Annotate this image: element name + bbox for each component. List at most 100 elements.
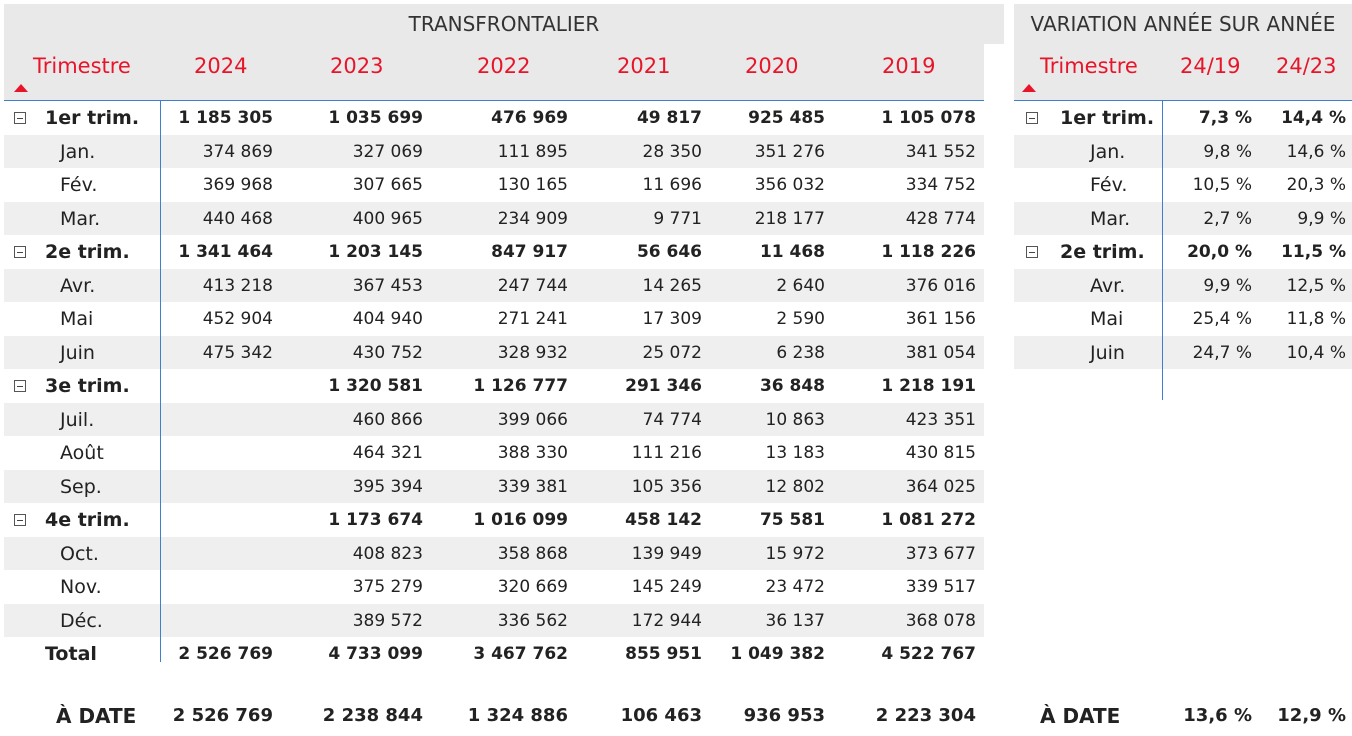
table-row: Août 464 321 388 330 111 216 13 183 430 815 [4,436,984,469]
column-header-2022[interactable]: 2022 [477,54,531,78]
table-cell: 25,4 % [1192,309,1252,329]
table-cell: 7,3 % [1198,108,1252,128]
total-row: Total 2 526 769 4 733 099 3 467 762 855 951 1… [4,637,984,670]
column-header-2021[interactable]: 2021 [617,54,671,78]
collapse-minus-icon[interactable] [1026,246,1038,258]
collapse-minus-icon[interactable] [14,380,26,392]
table-cell: 1 118 226 [881,242,976,262]
table-cell: 320 669 [497,577,568,597]
table-cell: 234 909 [497,208,568,229]
left-title-text: TRANSFRONTALIER [408,12,600,36]
row-header-divider [1162,101,1163,400]
table-cell [153,570,273,603]
table-cell: 25 072 [642,342,702,363]
quarter-label: 2e trim. [1060,241,1145,263]
table-cell: 368 078 [905,610,976,631]
left-table-header: Trimestre 2024 2023 2022 2021 2020 2019 [4,44,984,101]
column-header-2020[interactable]: 2020 [745,54,799,78]
table-cell: 1 218 191 [881,376,976,396]
table-cell: 367 453 [352,275,423,296]
a-date-cell: 2 526 769 [172,705,273,726]
table-row: Mar. 2,7 % 9,9 % [1014,201,1352,235]
month-label: Sep. [60,475,102,498]
table-cell: 14 265 [642,275,702,296]
column-header-trimestre-variation[interactable]: Trimestre [1040,54,1138,78]
sort-ascending-icon[interactable] [14,84,28,92]
column-header-24-23[interactable]: 24/23 [1276,54,1337,78]
month-label: Juil. [60,408,95,431]
quarter-label: 4e trim. [45,509,130,531]
month-label: Juin [1090,341,1125,364]
table-cell: 452 904 [202,309,273,329]
month-label: Fév. [1090,174,1128,196]
month-label: Jan. [60,140,96,163]
table-cell: 1 185 305 [178,108,273,128]
month-label: Jan. [1090,140,1126,163]
table-cell: 172 944 [631,610,702,631]
month-label: Mai [1090,308,1124,330]
sort-ascending-icon[interactable] [1022,84,1036,92]
table-cell: 847 917 [491,242,568,262]
table-cell: 12,5 % [1286,275,1346,296]
table-cell: 10,5 % [1192,175,1252,195]
column-header-2024[interactable]: 2024 [194,54,248,78]
table-row: Oct. 408 823 358 868 139 949 15 972 373 677 [4,536,984,570]
table-cell [153,503,273,536]
table-row: Mai 452 904 404 940 271 241 17 309 2 590 361 1… [4,302,984,335]
month-label: Avr. [60,274,96,297]
table-cell: 328 932 [497,342,568,363]
a-date-cell: 106 463 [620,705,702,726]
column-header-2023[interactable]: 2023 [330,54,384,78]
table-cell: 14,4 % [1281,108,1346,128]
column-header-24-19[interactable]: 24/19 [1180,54,1241,78]
table-cell: 36 137 [765,610,825,631]
table-cell: 925 485 [748,108,825,128]
table-cell: 423 351 [905,409,976,430]
table-cell [153,604,273,637]
total-cell: 2 526 769 [178,644,273,664]
table-cell: 1 081 272 [881,510,976,530]
quarter-row: 2e trim. 1 341 464 1 203 145 847 917 56 646 1… [4,235,984,268]
table-row: Mai 25,4 % 11,8 % [1014,302,1352,335]
table-cell: 351 276 [754,141,825,162]
table-cell: 271 241 [497,309,568,329]
table-cell: 1 320 581 [328,376,423,396]
table-cell: 2,7 % [1203,208,1252,229]
table-cell: 1 203 145 [328,242,423,262]
table-cell: 373 677 [905,543,976,564]
collapse-minus-icon[interactable] [14,112,26,124]
table-cell: 400 965 [352,208,423,229]
table-title-transfrontalier: TRANSFRONTALIER [4,4,1004,44]
table-cell: 74 774 [642,409,702,430]
month-label: Nov. [60,576,102,598]
table-cell: 334 752 [905,175,976,195]
table-cell: 9 771 [653,208,702,229]
table-cell: 13 183 [765,443,825,463]
table-cell: 291 346 [625,376,702,396]
table-cell: 2 640 [776,275,825,296]
table-cell [153,403,273,436]
quarter-label: 1er trim. [45,107,140,129]
table-cell: 111 895 [497,141,568,162]
table-row: Juin 475 342 430 752 328 932 25 072 6 238 381 … [4,335,984,369]
quarter-row: 4e trim. 1 173 674 1 016 099 458 142 75 581 1… [4,503,984,536]
month-label: Mar. [1090,207,1131,230]
collapse-minus-icon[interactable] [14,514,26,526]
collapse-minus-icon[interactable] [1026,112,1038,124]
right-title-text: VARIATION ANNÉE SUR ANNÉE [1030,12,1336,36]
table-cell: 1 105 078 [881,108,976,128]
table-cell: 111 216 [631,443,702,463]
table-cell: 336 562 [497,610,568,631]
table-cell: 364 025 [905,476,976,497]
table-cell: 376 016 [905,275,976,296]
table-row: Jan. 9,8 % 14,6 % [1014,134,1352,168]
table-cell: 9,8 % [1203,141,1252,162]
column-header-trimestre[interactable]: Trimestre [33,54,131,78]
column-header-2019[interactable]: 2019 [882,54,936,78]
table-cell: 475 342 [202,342,273,363]
table-cell: 1 126 777 [473,376,568,396]
collapse-minus-icon[interactable] [14,246,26,258]
a-date-cell: 936 953 [743,705,825,726]
table-cell: 1 173 674 [328,510,423,530]
table-row: Déc. 389 572 336 562 172 944 36 137 368 078 [4,603,984,637]
